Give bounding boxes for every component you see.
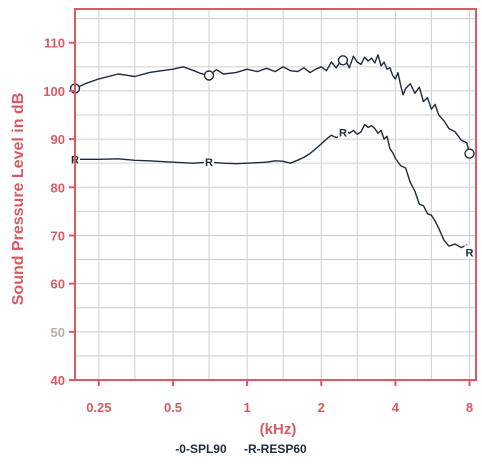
y-tick-label: 100 (43, 84, 65, 99)
legend: -0-SPL90 -R-RESP60 (0, 442, 482, 456)
x-tick-label: 0.5 (164, 400, 182, 415)
x-tick-label: 1 (244, 400, 251, 415)
marker-r: R (339, 128, 347, 140)
y-tick-label: 70 (51, 228, 65, 243)
legend-item-resp60: -R-RESP60 (244, 442, 307, 456)
y-tick-label: 80 (51, 180, 65, 195)
legend-item-spl90: -0-SPL90 (175, 442, 227, 456)
x-tick-label: 2 (318, 400, 325, 415)
y-tick-label: 110 (44, 36, 65, 51)
series-group: R RRR (69, 54, 475, 259)
y-tick-label: 50 (51, 325, 65, 340)
marker-r-bg (337, 125, 348, 139)
x-axis-label: (kHz) (260, 421, 297, 438)
marker-r-bg (464, 245, 475, 259)
x-tick-label: 4 (392, 400, 400, 415)
marker-r: R (466, 247, 474, 259)
marker-r-bg (203, 155, 214, 169)
series-line-resp60 (75, 123, 471, 253)
y-tick-label: 40 (51, 373, 65, 388)
y-axis-label: Sound Pressure Level in dB (10, 93, 27, 306)
x-tick-label: 8 (466, 400, 473, 415)
marker-r: R (205, 157, 213, 169)
axis-ticks: 0.25 0.5 1 2 4 8 40 50 60 70 80 90 100 110 (43, 36, 473, 415)
y-tick-label: 60 (51, 277, 65, 292)
x-tick-label: 0.25 (86, 400, 111, 415)
marker-o (337, 55, 349, 66)
plot-frame (74, 8, 477, 381)
y-tick-label: 90 (51, 132, 65, 147)
marker-o (464, 148, 475, 159)
marker-o (203, 70, 215, 81)
